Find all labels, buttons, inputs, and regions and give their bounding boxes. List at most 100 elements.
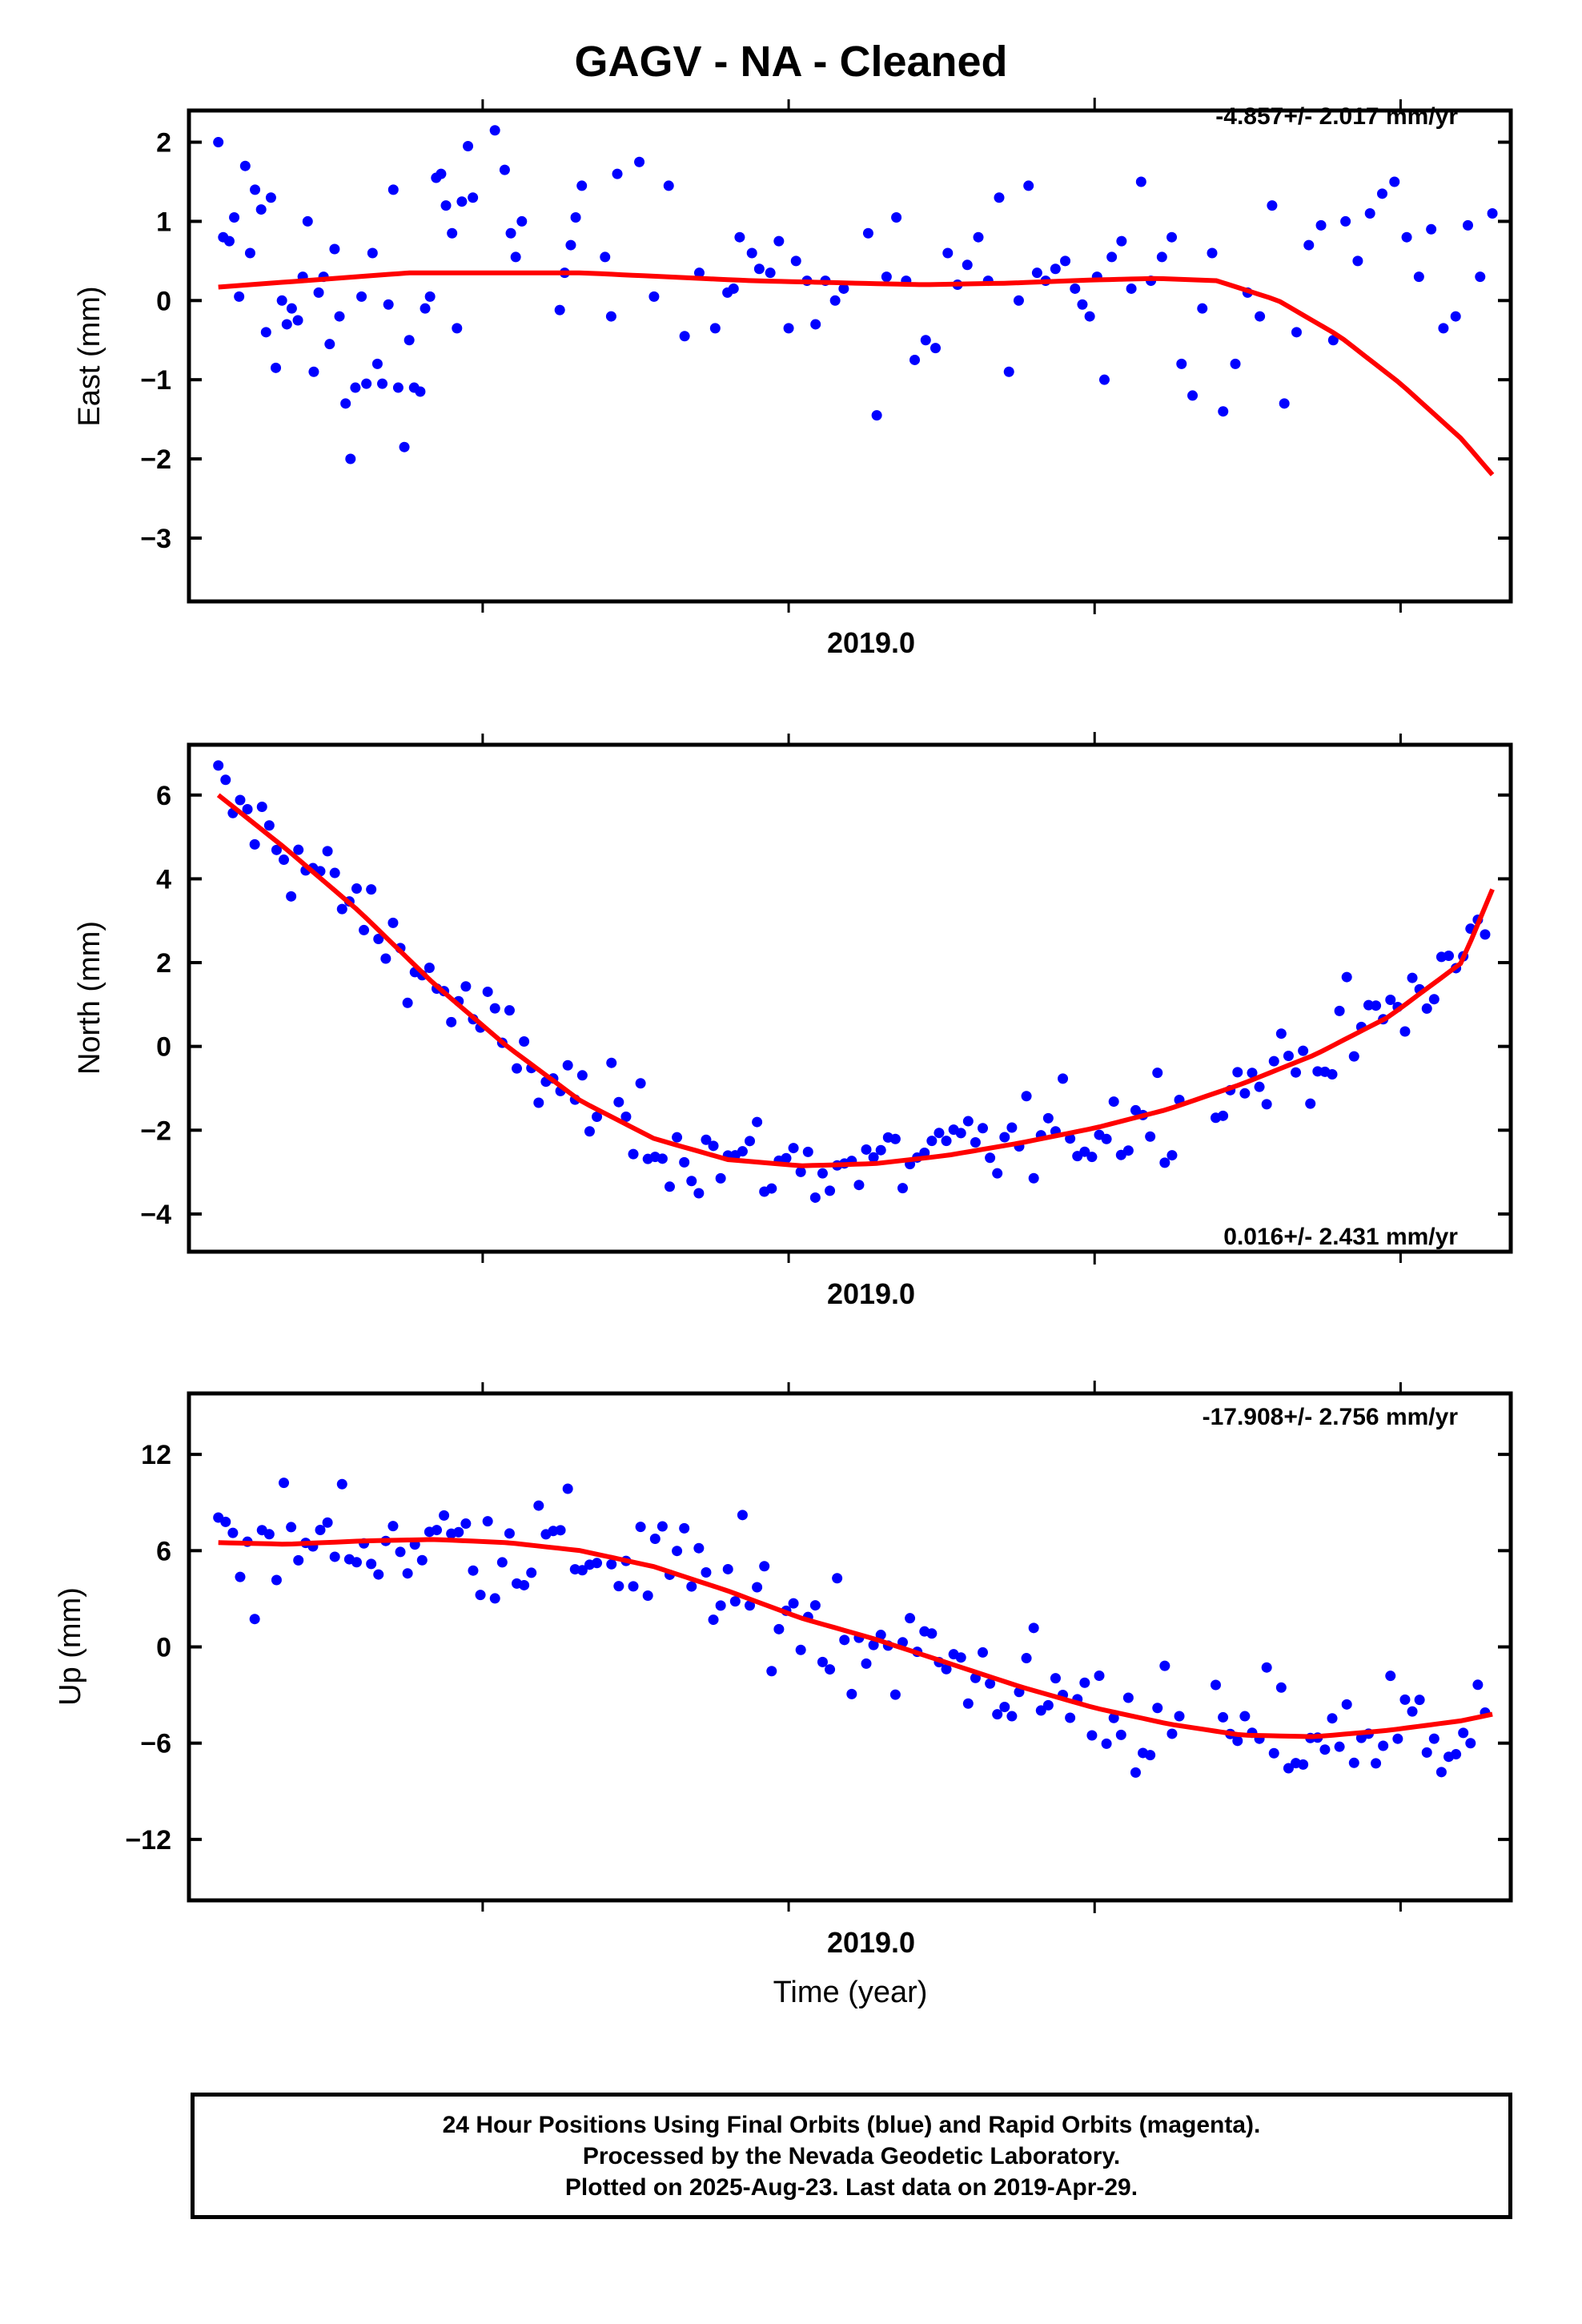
east-data-point [1098,374,1110,385]
up-data-point [1341,1699,1352,1710]
east-y-tick-label: 2 [156,128,171,159]
up-data-point [745,1600,756,1611]
east-data-point [1401,231,1412,243]
east-data-point [1166,231,1178,243]
up-data-point [1108,1712,1119,1723]
up-data-point [263,1529,275,1540]
east-data-point [909,354,921,365]
up-data-point [387,1521,399,1532]
north-data-point [512,1063,523,1074]
up-x-tick-label-2019: 2019.0 [827,1926,915,1959]
up-data-point [1392,1733,1403,1744]
north-data-point [715,1172,726,1184]
north-data-point [737,1146,748,1157]
up-data-point [468,1565,479,1576]
up-data-point [846,1688,857,1699]
up-data-point [1042,1699,1054,1711]
north-y-tick-label: −2 [140,1116,171,1146]
up-data-point [1334,1741,1345,1752]
north-data-point [460,981,472,992]
east-data-point [679,331,690,342]
east-data-point [1077,299,1088,310]
east-data-point [313,287,324,298]
up-data-point [315,1524,326,1535]
east-data-point [452,323,463,334]
east-data-point [1050,263,1061,275]
up-data-point [533,1500,544,1511]
north-data-point [1122,1145,1134,1156]
up-data-point [1428,1733,1439,1744]
up-data-point [1218,1711,1229,1723]
up-data-point [293,1554,304,1566]
east-data-point [693,267,705,279]
up-data-point [672,1546,683,1557]
east-data-point [1003,366,1014,377]
up-data-point [1232,1735,1243,1747]
north-data-point [809,1192,821,1203]
north-data-point [613,1096,624,1108]
east-data-point [229,211,240,223]
up-data-point [366,1558,377,1570]
up-data-point [351,1557,362,1568]
up-data-point [1122,1692,1134,1703]
north-data-point [1327,1068,1338,1080]
north-data-point [293,844,304,855]
east-data-point [234,291,245,302]
east-data-point [709,323,721,334]
up-data-point [1021,1653,1032,1664]
up-data-point [562,1483,573,1494]
north-data-point [1399,1026,1411,1037]
up-data-point [592,1558,603,1569]
east-x-tick-label-2019: 2019.0 [827,626,915,659]
up-data-point [992,1709,1003,1720]
north-data-point [934,1128,945,1139]
east-data-point [468,192,479,203]
up-data-point [439,1510,450,1521]
east-data-point [746,247,757,259]
east-y-tick-label: 0 [156,286,171,316]
north-data-point [263,820,275,831]
east-data-point [271,362,282,373]
east-data-point [838,283,849,294]
up-data-point [642,1590,653,1601]
east-data-point [350,382,361,393]
up-data-point [519,1579,530,1590]
up-data-point [1130,1767,1141,1778]
north-data-point [592,1111,603,1122]
east-rate-label: -4.857+/- 2.017 mm/yr [1215,103,1458,130]
north-data-point [519,1036,530,1047]
north-y-tick-label: −4 [140,1200,171,1230]
north-data-point [235,794,246,806]
up-data-point [1115,1729,1126,1740]
north-rate-label: 0.016+/- 2.431 mm/yr [1223,1224,1458,1250]
east-data-point [810,319,821,330]
east-data-point [565,239,576,251]
north-data-point [1298,1045,1309,1056]
north-data-point [279,854,290,866]
east-data-point [415,386,426,397]
panel-up: 12 6 0 −6 −12 -17.908+/- 2.756 mm/yr Up (mm)… [54,1381,1513,2009]
east-data-point [634,156,645,167]
east-data-point [404,335,415,346]
north-data-point [875,1144,886,1156]
up-data-point [817,1656,828,1667]
up-data-point [1211,1679,1222,1691]
north-data-point [1275,1028,1287,1039]
east-data-point [250,184,261,195]
up-data-point [1261,1662,1272,1673]
up-data-point [1399,1694,1411,1705]
north-data-point [286,891,297,902]
panel-north: 6 4 2 0 −2 −4 0.016+/- 2.431 mm/yr North (mm)… [73,732,1513,1310]
up-data-point [875,1630,886,1641]
north-data-point [1021,1091,1032,1102]
up-data-point [1079,1677,1090,1688]
up-data-point [526,1567,537,1578]
up-data-point [1174,1711,1185,1722]
east-data-point [1116,235,1127,247]
up-data-point [978,1647,989,1658]
north-data-point [1079,1146,1090,1157]
up-data-point [1166,1728,1178,1739]
up-data-point [722,1563,733,1574]
east-data-point [1255,311,1266,322]
north-data-point [1108,1096,1119,1108]
